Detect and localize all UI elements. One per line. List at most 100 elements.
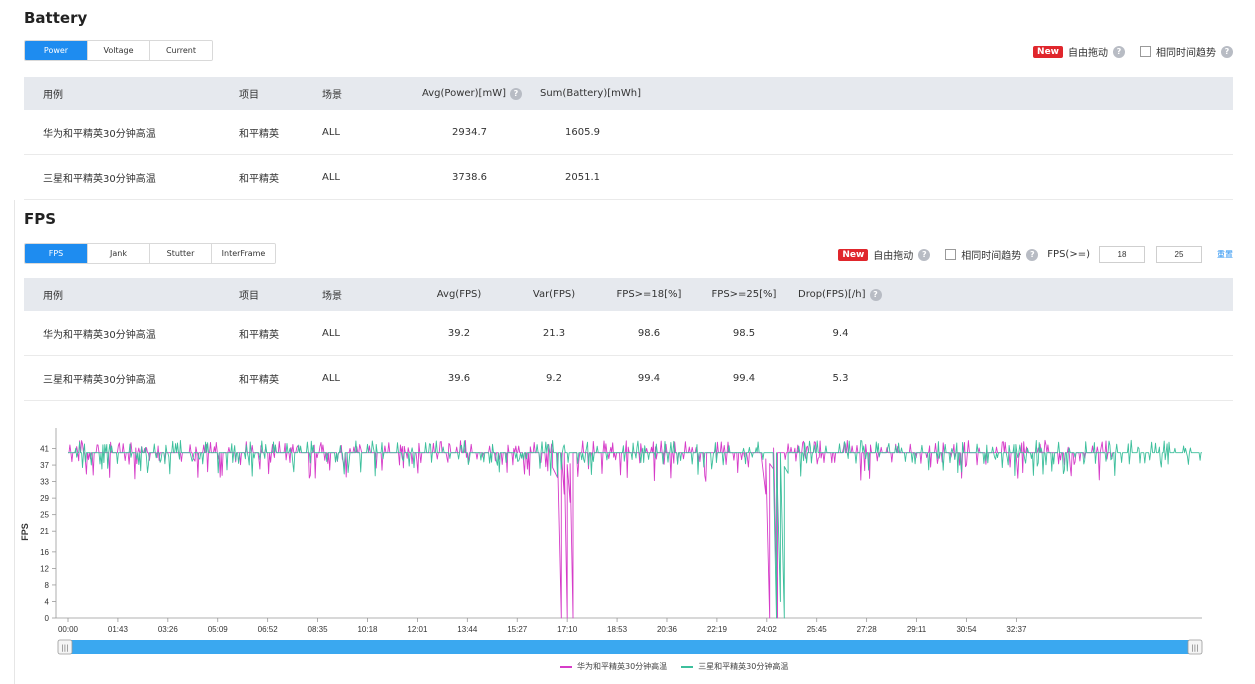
help-icon[interactable]: ? — [1221, 45, 1233, 58]
tab-interframe[interactable]: InterFrame — [212, 244, 275, 263]
table-cell: 98.5 — [732, 327, 756, 339]
y-tick-label: 0 — [45, 614, 50, 623]
legend-label: 华为和平精英30分钟高温 — [577, 662, 668, 671]
table-cell: 21.3 — [542, 327, 566, 339]
table-row: 华为和平精英30分钟高温 和平精英 ALL 39.2 21.3 98.6 98.… — [24, 311, 1233, 356]
y-tick-label: 16 — [40, 548, 49, 557]
column-header: 场景 — [322, 291, 342, 302]
y-tick-label: 8 — [45, 581, 50, 590]
x-tick-label: 18:53 — [607, 625, 628, 634]
fps-threshold-input-1[interactable] — [1099, 246, 1145, 263]
y-axis-label: FPS — [20, 523, 30, 541]
free-drag-label[interactable]: 自由拖动 — [1068, 48, 1108, 59]
x-tick-label: 24:02 — [757, 625, 778, 634]
help-icon[interactable]: ? — [869, 288, 882, 301]
x-tick-label: 32:37 — [1006, 625, 1027, 634]
new-badge: New — [838, 248, 869, 261]
grip-icon: ||| — [1191, 644, 1198, 652]
table-cell: 3738.6 — [452, 171, 487, 183]
table-cell: 98.6 — [637, 327, 661, 339]
table-cell: 5.3 — [832, 372, 849, 384]
tab-current[interactable]: Current — [150, 41, 212, 60]
fps-threshold-label: FPS(>=) — [1047, 249, 1090, 260]
help-icon[interactable]: ? — [1026, 248, 1039, 261]
tab-fps[interactable]: FPS — [25, 244, 88, 263]
table-cell: 和平精英 — [239, 374, 279, 386]
battery-tabs: Power Voltage Current — [24, 40, 213, 61]
legend-item[interactable]: 华为和平精英30分钟高温 — [560, 661, 667, 672]
table-cell: 39.6 — [447, 372, 471, 384]
range-slider-track[interactable] — [58, 640, 1202, 654]
help-icon[interactable]: ? — [510, 87, 522, 100]
help-icon[interactable]: ? — [918, 248, 931, 261]
x-tick-label: 06:52 — [258, 625, 279, 634]
table-cell: 和平精英 — [239, 329, 279, 341]
same-time-trend-checkbox[interactable] — [1140, 46, 1151, 57]
x-tick-label: 17:10 — [557, 625, 578, 634]
column-header: FPS>=18[%] — [616, 289, 682, 300]
column-header: 用例 — [43, 90, 63, 101]
table-cell: 2934.7 — [452, 126, 487, 138]
table-cell: 9.4 — [832, 327, 849, 339]
column-header: 项目 — [239, 90, 259, 101]
battery-table: 用例 项目 场景 Avg(Power)[mW] ? Sum(Battery)[m… — [24, 77, 1233, 200]
x-tick-label: 20:36 — [657, 625, 678, 634]
free-drag-label[interactable]: 自由拖动 — [873, 251, 914, 262]
fps-threshold-input-2[interactable] — [1156, 246, 1202, 263]
x-tick-label: 15:27 — [507, 625, 528, 634]
legend-swatch — [560, 665, 572, 668]
same-time-trend-checkbox[interactable] — [945, 249, 957, 260]
fps-line-chart: 0 4 8 12 16 21 25 29 33 37 41 00:00 01:43 03:26 05:09… — [20, 428, 1203, 655]
x-tick-label: 10:18 — [357, 625, 378, 634]
tab-power[interactable]: Power — [25, 41, 88, 60]
battery-section-title: Battery — [24, 9, 88, 27]
table-cell: 华为和平精英30分钟高温 — [43, 329, 156, 341]
column-header: 项目 — [239, 291, 259, 302]
table-cell: 9.2 — [546, 372, 562, 384]
x-tick-label: 13:44 — [457, 625, 478, 634]
x-tick-label: 22:19 — [707, 625, 728, 634]
table-cell: 39.2 — [447, 327, 471, 339]
reset-link[interactable]: 重置 — [1217, 250, 1233, 259]
tab-jank[interactable]: Jank — [88, 244, 150, 263]
new-badge: New — [1033, 45, 1063, 58]
range-slider: ||| ||| — [57, 639, 1203, 655]
column-header: 场景 — [322, 90, 342, 101]
table-cell: ALL — [322, 327, 340, 339]
x-tick-label: 01:43 — [108, 625, 129, 634]
fps-section-title: FPS — [24, 210, 57, 228]
table-cell: 三星和平精英30分钟高温 — [43, 173, 156, 185]
x-tick-label: 25:45 — [807, 625, 828, 634]
table-cell: ALL — [322, 171, 340, 183]
tab-voltage[interactable]: Voltage — [88, 41, 150, 60]
column-header-label: Avg(Power)[mW] — [422, 88, 506, 99]
chart-legend: 华为和平精英30分钟高温 三星和平精英30分钟高温 — [560, 661, 788, 672]
y-tick-label: 25 — [40, 511, 49, 520]
y-tick-label: 37 — [40, 461, 49, 470]
x-tick-label: 03:26 — [158, 625, 179, 634]
fps-controls: New 自由拖动 ? 相同时间趋势 ? FPS(>=) 重置 — [838, 246, 1233, 263]
y-tick-label: 33 — [40, 478, 49, 487]
range-slider-right-handle[interactable] — [1187, 639, 1203, 655]
table-row: 三星和平精英30分钟高温 和平精英 ALL 39.6 9.2 99.4 99.4… — [24, 356, 1233, 401]
battery-controls: New 自由拖动 ? 相同时间趋势 ? — [1033, 44, 1233, 59]
column-header: FPS>=25[%] — [711, 289, 777, 300]
x-axis: 00:00 01:43 03:26 05:09 06:52 08:35 10:18 12:01… — [56, 617, 1202, 634]
legend-item[interactable]: 三星和平精英30分钟高温 — [681, 661, 788, 672]
column-header-label: Drop(FPS)[/h] — [798, 289, 866, 300]
table-row: 华为和平精英30分钟高温 和平精英 ALL 2934.7 1605.9 — [24, 110, 1233, 155]
y-tick-label: 41 — [40, 445, 49, 454]
fps-table: 用例 项目 场景 Avg(FPS) Var(FPS) FPS>=18[%] FP… — [24, 278, 1233, 401]
column-header: 用例 — [43, 291, 63, 302]
y-tick-label: 21 — [40, 527, 49, 536]
x-tick-label: 00:00 — [58, 625, 79, 634]
table-cell: 99.4 — [637, 372, 661, 384]
x-tick-label: 30:54 — [956, 625, 977, 634]
table-cell: ALL — [322, 126, 340, 138]
table-header: 用例 项目 场景 Avg(FPS) Var(FPS) FPS>=18[%] FP… — [24, 278, 1233, 311]
help-icon[interactable]: ? — [1113, 45, 1125, 58]
table-cell: 99.4 — [732, 372, 756, 384]
range-slider-left-handle[interactable] — [57, 639, 73, 655]
tab-stutter[interactable]: Stutter — [150, 244, 212, 263]
table-cell: 和平精英 — [239, 128, 279, 140]
